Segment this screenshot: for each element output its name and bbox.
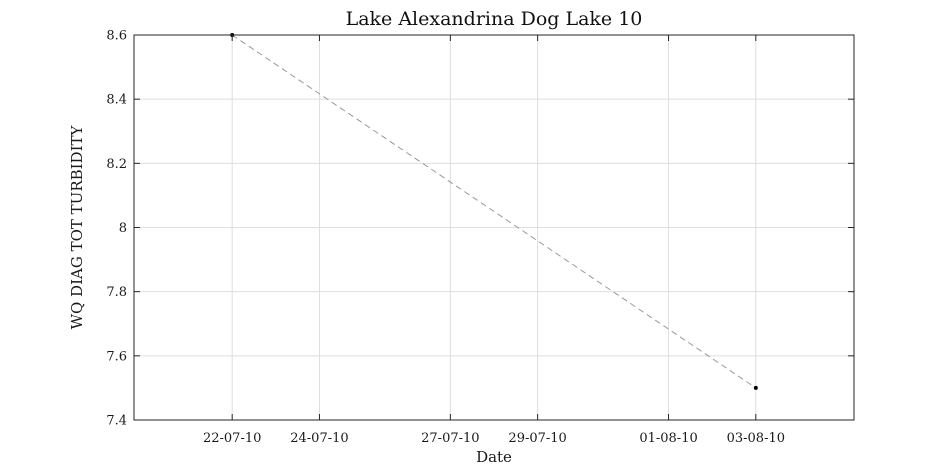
y-tick-label: 8.2 (106, 157, 127, 172)
data-point (753, 385, 758, 390)
x-tick-label: 01-08-10 (639, 431, 697, 446)
x-tick-labels: 22-07-10 24-07-10 27-07-10 29-07-10 01-08-10… (203, 431, 785, 446)
y-tick-label: 7.4 (106, 414, 127, 429)
x-tick-label: 29-07-10 (508, 431, 566, 446)
grid-lines (134, 34, 854, 421)
x-axis-label: Date (476, 448, 512, 466)
y-tick-label: 8 (119, 221, 127, 236)
series-line (231, 34, 757, 389)
x-tick-label: 22-07-10 (203, 431, 261, 446)
x-tick-label: 24-07-10 (290, 431, 348, 446)
y-tick-label: 8.6 (106, 29, 127, 44)
x-tick-label: 03-08-10 (727, 431, 785, 446)
y-tick-label: 7.6 (106, 349, 127, 364)
x-tick-label: 27-07-10 (421, 431, 479, 446)
series-layer (230, 33, 758, 390)
y-axis-label: WQ DIAG TOT TURBIDITY (68, 124, 86, 329)
chart-title: Lake Alexandrina Dog Lake 10 (346, 8, 643, 30)
y-tick-label: 8.4 (106, 93, 127, 108)
y-tick-labels: 7.4 7.6 7.8 8 8.2 8.4 8.6 (106, 29, 127, 429)
y-tick-label: 7.8 (106, 285, 127, 300)
tick-marks (134, 34, 854, 421)
